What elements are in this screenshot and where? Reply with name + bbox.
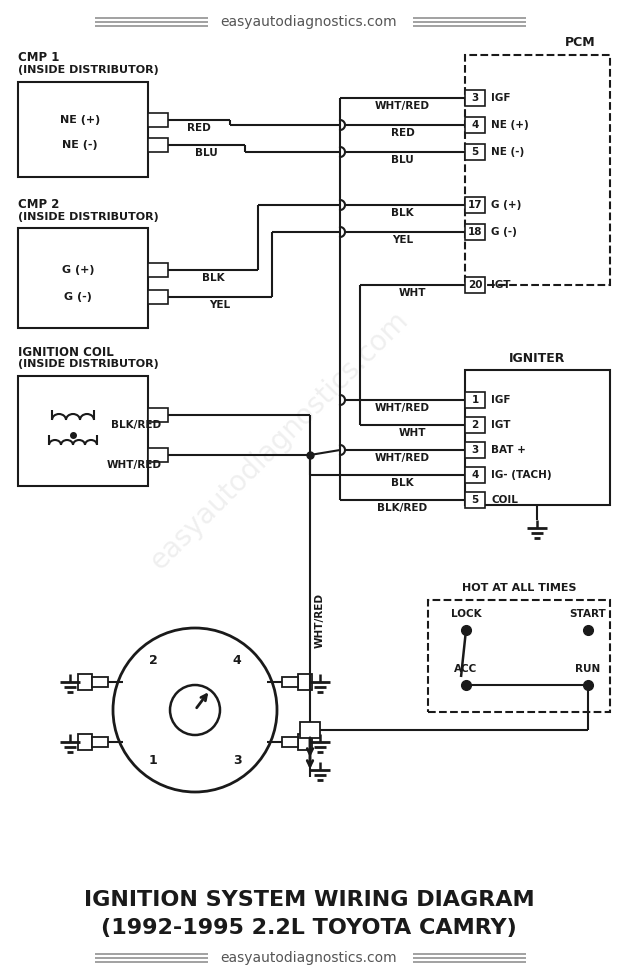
Text: (INSIDE DISTRIBUTOR): (INSIDE DISTRIBUTOR) (18, 65, 159, 75)
Text: G (+): G (+) (491, 200, 522, 210)
Text: easyautodiagnostics.com: easyautodiagnostics.com (221, 951, 397, 965)
Text: 2: 2 (472, 420, 478, 430)
Text: 18: 18 (468, 227, 482, 237)
Bar (78, 674, 92, 690)
Text: WHT: WHT (399, 428, 426, 438)
Text: RUN: RUN (575, 664, 601, 674)
Bar (282, 677, 298, 687)
Text: 5: 5 (472, 147, 478, 157)
Bar (465, 392, 485, 408)
Text: (1992-1995 2.2L TOYOTA CAMRY): (1992-1995 2.2L TOYOTA CAMRY) (101, 918, 517, 938)
Text: WHT: WHT (399, 288, 426, 298)
Bar (298, 734, 312, 750)
Text: NE (+): NE (+) (60, 115, 100, 125)
Bar (92, 737, 108, 747)
Text: PCM: PCM (565, 36, 595, 50)
Bar (92, 677, 108, 687)
Bar (465, 492, 485, 508)
Text: 3: 3 (233, 754, 241, 766)
Text: YEL: YEL (210, 300, 231, 310)
Text: 3: 3 (472, 445, 478, 455)
Bar (18, 82, 148, 177)
Text: IGF: IGF (491, 395, 510, 405)
Text: BLK/RED: BLK/RED (111, 420, 161, 430)
Text: BLK: BLK (201, 273, 224, 283)
Text: BLU: BLU (195, 148, 218, 158)
Text: easyautodiagnostics.com: easyautodiagnostics.com (145, 306, 413, 574)
Text: WHT/RED: WHT/RED (375, 453, 430, 463)
Text: NE (+): NE (+) (491, 120, 529, 130)
Text: WHT/RED: WHT/RED (375, 101, 430, 111)
Text: 4: 4 (472, 470, 479, 480)
Text: easyautodiagnostics.com: easyautodiagnostics.com (221, 15, 397, 29)
Text: WHT/RED: WHT/RED (106, 460, 161, 470)
Bar (148, 448, 168, 462)
Text: (INSIDE DISTRIBUTOR): (INSIDE DISTRIBUTOR) (18, 359, 159, 369)
Text: CMP 1: CMP 1 (18, 52, 59, 65)
Bar (465, 197, 485, 213)
Bar (465, 467, 485, 483)
Bar (78, 734, 92, 750)
Text: YEL: YEL (392, 235, 413, 245)
Text: 4: 4 (472, 120, 479, 130)
Text: START: START (570, 609, 606, 619)
Bar (465, 90, 485, 106)
Text: NE (-): NE (-) (62, 140, 98, 150)
Text: ACC: ACC (454, 664, 478, 674)
Text: RED: RED (391, 128, 415, 138)
Text: G (-): G (-) (491, 227, 517, 237)
Bar (148, 290, 168, 304)
Text: WHT/RED: WHT/RED (375, 403, 430, 413)
Text: IG- (TACH): IG- (TACH) (491, 470, 552, 480)
Text: IGNITION COIL: IGNITION COIL (18, 346, 114, 359)
Text: G (-): G (-) (64, 292, 92, 302)
Bar (465, 224, 485, 240)
Bar (465, 277, 485, 293)
Text: 17: 17 (468, 200, 482, 210)
Bar (298, 674, 312, 690)
Text: (INSIDE DISTRIBUTOR): (INSIDE DISTRIBUTOR) (18, 212, 159, 222)
Bar (148, 113, 168, 127)
Text: G (+): G (+) (62, 265, 95, 275)
Text: CMP 2: CMP 2 (18, 199, 59, 212)
Bar (18, 376, 148, 486)
Bar (148, 408, 168, 422)
Text: BLU: BLU (391, 155, 414, 165)
Text: WHT/RED: WHT/RED (315, 593, 325, 648)
Bar (465, 417, 485, 433)
Text: NE (-): NE (-) (491, 147, 524, 157)
Text: IGNITION SYSTEM WIRING DIAGRAM: IGNITION SYSTEM WIRING DIAGRAM (83, 890, 535, 910)
Bar (282, 737, 298, 747)
Text: 5: 5 (472, 495, 478, 505)
Bar (428, 600, 610, 712)
Bar (148, 263, 168, 277)
Text: RED: RED (187, 123, 211, 133)
Bar (465, 144, 485, 160)
Text: IGF: IGF (491, 93, 510, 103)
Text: 4: 4 (232, 654, 242, 666)
Bar (465, 117, 485, 133)
Text: 2: 2 (148, 654, 158, 666)
Text: BLK/RED: BLK/RED (378, 503, 428, 513)
Text: 1: 1 (148, 754, 158, 766)
Text: 3: 3 (472, 93, 478, 103)
Text: BLK: BLK (391, 478, 414, 488)
Bar (300, 722, 320, 738)
Text: LOCK: LOCK (451, 609, 481, 619)
Text: IGT: IGT (491, 280, 510, 290)
Text: BAT +: BAT + (491, 445, 526, 455)
Bar (465, 370, 610, 505)
Text: IGT: IGT (491, 420, 510, 430)
Bar (18, 228, 148, 328)
Text: HOT AT ALL TIMES: HOT AT ALL TIMES (462, 583, 576, 593)
Text: COIL: COIL (491, 495, 518, 505)
Bar (465, 442, 485, 458)
Bar (465, 55, 610, 285)
Text: 1: 1 (472, 395, 478, 405)
Text: IGNITER: IGNITER (509, 352, 565, 365)
Text: 20: 20 (468, 280, 482, 290)
Bar (148, 138, 168, 152)
Text: BLK: BLK (391, 208, 414, 218)
